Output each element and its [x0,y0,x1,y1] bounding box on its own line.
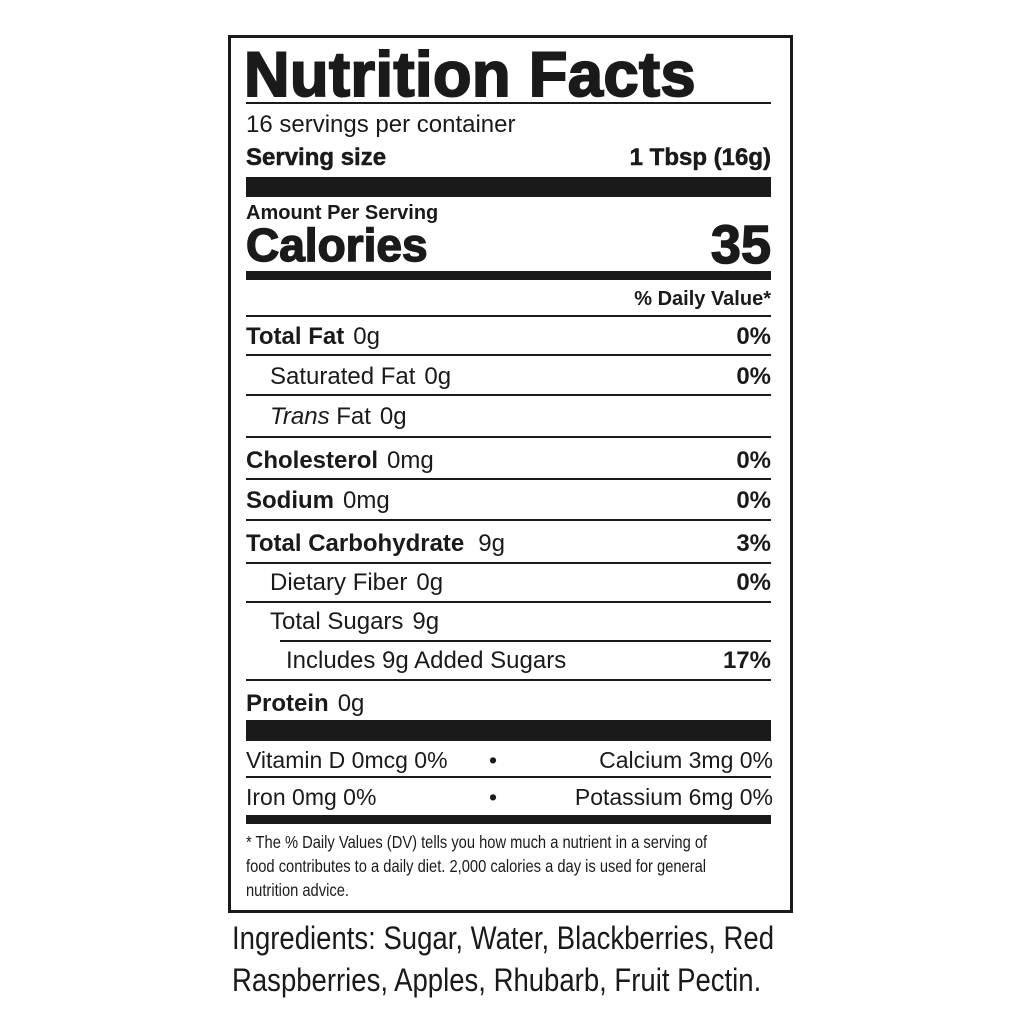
serving-size-label: Serving size [246,144,387,172]
medium-divider [246,271,771,280]
ingredients-line: Raspberries, Apples, Rhubarb, Fruit Pect… [232,962,762,998]
micronutrient-right: Calcium 3mg 0% [599,747,773,773]
nutrient-row-saturated-fat: Saturated Fat 0g 0% [270,362,771,392]
label-title: Nutrition Facts [243,39,697,111]
daily-value-header: % Daily Value* [634,288,771,310]
divider [246,519,771,521]
nutrient-label: Total Carbohydrate [246,530,465,557]
nutrient-amount: 0mg [387,447,434,474]
serving-size-row: Serving size 1 Tbsp (16g) [246,143,772,173]
nutrient-amount: 0g [379,403,407,430]
nutrient-row-total-carbohydrate: Total Carbohydrate 9g 3% [246,529,771,559]
bullet-separator: • [489,747,498,773]
calories-row: Calories 35 [245,215,772,275]
nutrient-dv: 0% [736,447,771,474]
nutrient-label: Sodium [246,487,334,514]
nutrient-dv: 0% [736,363,771,390]
nutrient-dv: 0% [736,323,771,350]
divider [280,640,771,642]
nutrient-row-total-sugars: Total Sugars 9g [270,607,771,637]
nutrient-dv: 0% [736,569,771,596]
thick-divider [246,720,771,741]
divider [246,679,771,681]
micronutrient-left: Vitamin D 0mcg 0% [246,747,448,773]
medium-divider [246,815,771,824]
daily-value-header-row: % Daily Value* [246,284,771,314]
nutrient-label: Cholesterol [246,447,379,474]
divider [246,102,771,104]
nutrient-row-protein: Protein 0g [246,689,771,719]
nutrient-dv: 0% [736,487,771,514]
nutrient-amount: 9g [412,608,440,635]
divider [246,436,771,438]
thick-divider [246,177,771,197]
calories-value: 35 [710,215,772,275]
footnote-line: nutrition advice. [246,880,349,900]
divider [246,562,771,564]
nutrient-row-added-sugars: Includes 9g Added Sugars 17% [286,646,771,676]
nutrient-amount: 0g [337,690,365,717]
nutrient-label-suffix: Fat [329,403,371,430]
nutrient-row-sodium: Sodium 0mg 0% [246,486,771,516]
servings-per-container: 16 servings per container [246,111,516,138]
nutrient-dv: 3% [736,530,771,557]
nutrient-row-trans-fat: Trans Fat 0g [270,402,771,432]
nutrient-row-cholesterol: Cholesterol 0mg 0% [246,446,771,476]
divider [246,354,771,356]
footnote-line: * The % Daily Values (DV) tells you how … [246,832,708,852]
serving-size-value: 1 Tbsp (16g) [629,144,771,172]
nutrient-row-total-fat: Total Fat 0g 0% [246,322,771,352]
nutrient-amount: 0g [416,569,444,596]
nutrient-label: Trans [270,403,330,430]
amount-per-serving: Amount Per Serving [246,202,439,224]
nutrient-amount: 9g [478,530,505,557]
nutrient-label: Total Fat [246,323,345,350]
calories-label: Calories [245,218,428,272]
nutrient-row-dietary-fiber: Dietary Fiber 0g 0% [270,568,771,598]
nutrient-dv: 17% [722,647,771,674]
divider [246,776,771,778]
micronutrient-right: Potassium 6mg 0% [574,784,773,810]
ingredients-line: Ingredients: Sugar, Water, Blackberries,… [232,920,775,956]
divider [246,478,771,480]
micronutrient-left: Iron 0mg 0% [246,784,377,810]
nutrient-amount: 0g [353,323,380,350]
micronutrient-row: Iron 0mg 0% • Potassium 6mg 0% [246,782,773,812]
divider [246,315,771,317]
footnote-line: food contributes to a daily diet. 2,000 … [246,856,707,876]
nutrient-label: Includes 9g Added Sugars [286,647,567,674]
micronutrient-row: Vitamin D 0mcg 0% • Calcium 3mg 0% [246,745,773,775]
nutrient-label: Dietary Fiber [270,569,408,596]
nutrient-amount: 0g [424,363,452,390]
nutrient-label: Protein [246,690,329,717]
divider [246,601,771,603]
divider [246,394,771,396]
nutrient-amount: 0mg [343,487,390,514]
nutrient-label: Total Sugars [270,608,404,635]
bullet-separator: • [489,784,498,810]
nutrition-label-border [228,35,793,913]
nutrient-label: Saturated Fat [270,363,416,390]
